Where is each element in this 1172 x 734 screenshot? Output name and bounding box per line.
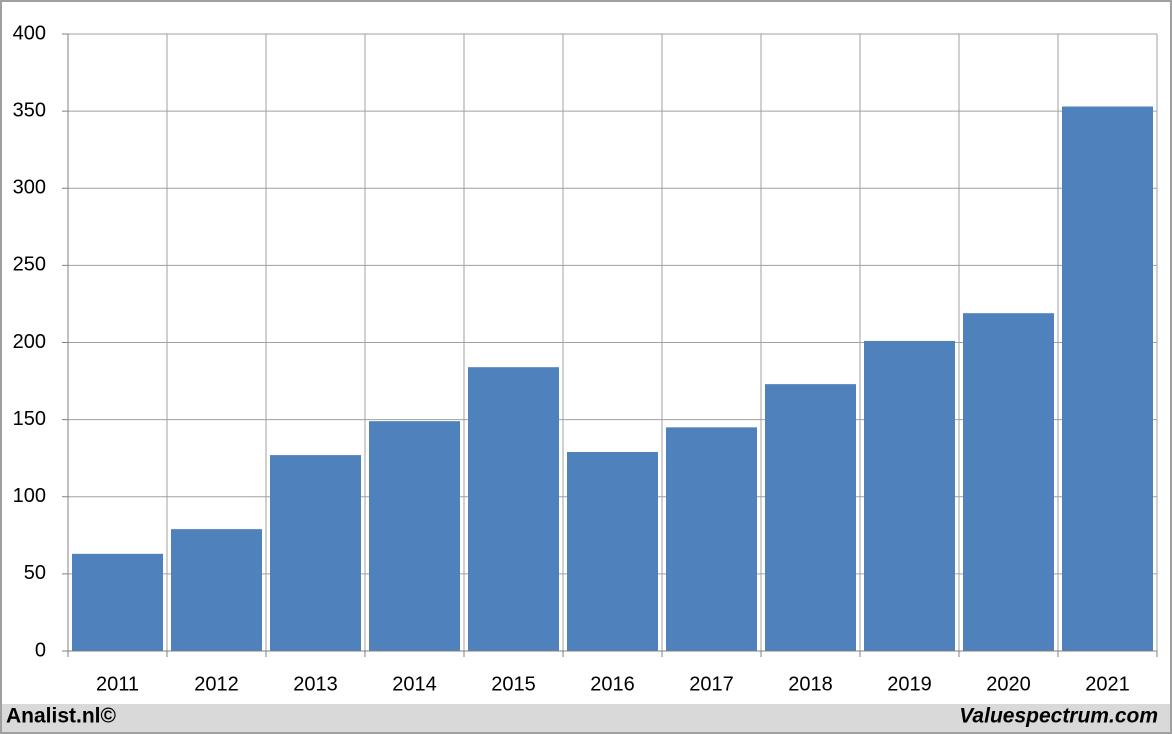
y-tick-label: 400 (13, 22, 46, 44)
bar (765, 384, 856, 651)
y-tick-label: 350 (13, 99, 46, 121)
y-tick-label: 200 (13, 331, 46, 353)
x-tick-label: 2015 (491, 673, 536, 695)
y-tick-label: 250 (13, 254, 46, 276)
bar (864, 340, 955, 651)
y-tick-label: 0 (35, 639, 46, 661)
x-tick-label: 2011 (96, 673, 139, 695)
y-tick-label: 300 (13, 177, 46, 199)
y-tick-label: 150 (13, 408, 46, 430)
bar (1062, 106, 1153, 651)
x-tick-label: 2017 (689, 673, 734, 695)
footer-right: Valuespectrum.com (959, 705, 1158, 728)
x-tick-label: 2018 (788, 673, 833, 695)
footer-left: Analist.nl© (6, 705, 117, 728)
x-tick-label: 2020 (986, 673, 1031, 695)
bar (369, 421, 460, 651)
bar (963, 313, 1054, 651)
x-tick-label: 2012 (194, 673, 239, 695)
y-tick-label: 100 (13, 485, 46, 507)
footer-band (2, 704, 1170, 732)
x-tick-label: 2013 (293, 673, 338, 695)
x-tick-label: 2019 (887, 673, 932, 695)
bar (468, 367, 559, 651)
bar (270, 455, 361, 651)
x-tick-label: 2014 (392, 673, 437, 695)
bar (567, 452, 658, 651)
bar (72, 553, 163, 651)
x-tick-label: 2016 (590, 673, 635, 695)
x-tick-label: 2021 (1085, 673, 1130, 695)
bar (171, 529, 262, 651)
bar (666, 427, 757, 651)
y-tick-label: 50 (24, 562, 46, 584)
